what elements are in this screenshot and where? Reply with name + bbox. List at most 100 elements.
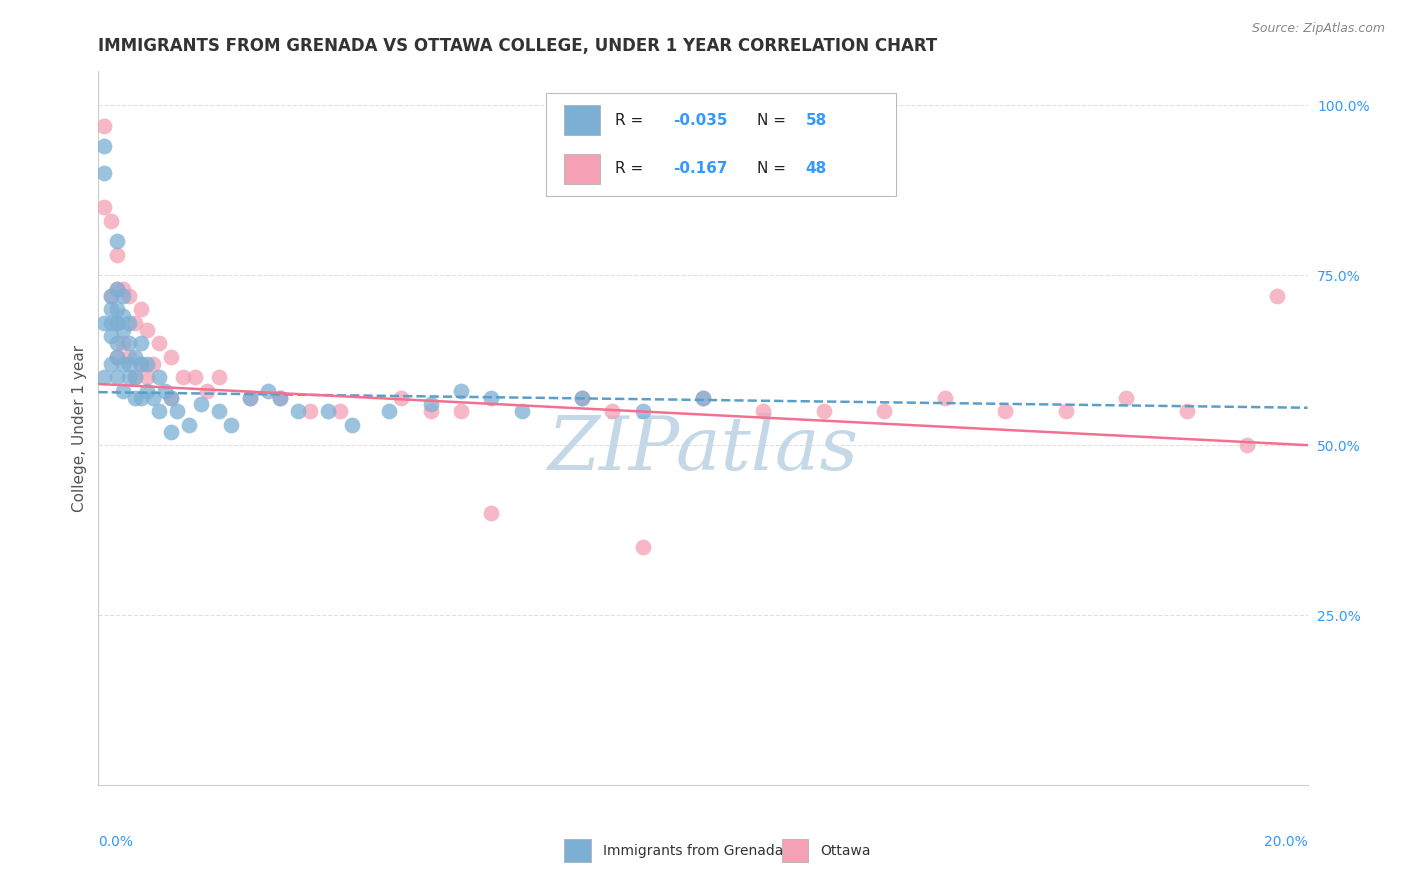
Point bbox=[142, 357, 165, 371]
Point bbox=[100, 288, 122, 302]
Text: R =: R = bbox=[614, 113, 648, 128]
Point bbox=[172, 370, 194, 384]
Point bbox=[377, 404, 399, 418]
Point bbox=[153, 384, 176, 398]
Text: 48: 48 bbox=[806, 161, 827, 176]
Point bbox=[129, 391, 152, 405]
Point bbox=[481, 506, 503, 520]
Point bbox=[510, 404, 533, 418]
Text: IMMIGRANTS FROM GRENADA VS OTTAWA COLLEGE, UNDER 1 YEAR CORRELATION CHART: IMMIGRANTS FROM GRENADA VS OTTAWA COLLEG… bbox=[98, 37, 938, 54]
Point bbox=[124, 316, 146, 330]
Point bbox=[105, 248, 128, 262]
Point bbox=[571, 391, 593, 405]
Point bbox=[631, 540, 654, 554]
Point bbox=[129, 336, 152, 351]
Point bbox=[105, 316, 128, 330]
Point bbox=[1175, 404, 1198, 418]
Point bbox=[111, 323, 134, 337]
Point bbox=[111, 336, 134, 351]
Text: 58: 58 bbox=[806, 113, 827, 128]
Point bbox=[100, 288, 122, 302]
Point bbox=[111, 309, 134, 323]
Text: N =: N = bbox=[758, 113, 792, 128]
Point bbox=[208, 404, 231, 418]
Point bbox=[1236, 438, 1258, 452]
Text: ZIPatlas: ZIPatlas bbox=[547, 413, 859, 486]
Point bbox=[129, 357, 152, 371]
Point bbox=[105, 316, 128, 330]
Text: -0.035: -0.035 bbox=[673, 113, 727, 128]
Point bbox=[481, 391, 503, 405]
Point bbox=[873, 404, 896, 418]
Point bbox=[105, 350, 128, 364]
Point bbox=[142, 391, 165, 405]
Point bbox=[316, 404, 339, 418]
Point bbox=[105, 234, 128, 248]
Text: 20.0%: 20.0% bbox=[1264, 835, 1308, 849]
Point bbox=[239, 391, 262, 405]
Point bbox=[239, 391, 262, 405]
FancyBboxPatch shape bbox=[546, 93, 897, 196]
Point bbox=[100, 329, 122, 343]
Point bbox=[135, 323, 157, 337]
Point bbox=[631, 404, 654, 418]
Point bbox=[160, 391, 183, 405]
Point bbox=[105, 370, 128, 384]
Point bbox=[118, 370, 141, 384]
Point bbox=[118, 288, 141, 302]
Point bbox=[420, 397, 443, 411]
Point bbox=[934, 391, 956, 405]
Point bbox=[111, 288, 134, 302]
Point bbox=[105, 282, 128, 296]
Point bbox=[129, 357, 152, 371]
Point bbox=[420, 404, 443, 418]
Text: R =: R = bbox=[614, 161, 648, 176]
Point bbox=[342, 417, 364, 432]
Text: Immigrants from Grenada: Immigrants from Grenada bbox=[603, 844, 783, 857]
Point bbox=[752, 404, 775, 418]
Point bbox=[100, 214, 122, 228]
Point bbox=[105, 282, 128, 296]
Point bbox=[148, 370, 170, 384]
FancyBboxPatch shape bbox=[564, 105, 600, 136]
Point bbox=[100, 302, 122, 317]
Point bbox=[160, 425, 183, 439]
Point bbox=[135, 370, 157, 384]
Point bbox=[692, 391, 714, 405]
Point bbox=[148, 404, 170, 418]
Point bbox=[299, 404, 322, 418]
Point bbox=[692, 391, 714, 405]
Point bbox=[100, 316, 122, 330]
Point bbox=[135, 357, 157, 371]
Point bbox=[105, 336, 128, 351]
Point bbox=[184, 370, 207, 384]
Text: Ottawa: Ottawa bbox=[820, 844, 870, 857]
Point bbox=[1267, 288, 1289, 302]
Point bbox=[118, 316, 141, 330]
FancyBboxPatch shape bbox=[564, 153, 600, 184]
Point bbox=[329, 404, 352, 418]
Point bbox=[93, 370, 115, 384]
Text: N =: N = bbox=[758, 161, 792, 176]
Point bbox=[124, 370, 146, 384]
Point bbox=[93, 119, 115, 133]
Point bbox=[135, 384, 157, 398]
Point bbox=[111, 384, 134, 398]
Point bbox=[450, 404, 472, 418]
Point bbox=[111, 357, 134, 371]
Point bbox=[111, 282, 134, 296]
Point bbox=[124, 391, 146, 405]
Point bbox=[179, 417, 201, 432]
Point bbox=[450, 384, 472, 398]
Point bbox=[1115, 391, 1137, 405]
Y-axis label: College, Under 1 year: College, Under 1 year bbox=[72, 344, 87, 512]
Point bbox=[100, 357, 122, 371]
Point bbox=[118, 350, 141, 364]
Point bbox=[602, 404, 624, 418]
Point bbox=[1054, 404, 1077, 418]
FancyBboxPatch shape bbox=[782, 839, 808, 862]
Point bbox=[190, 397, 212, 411]
Point bbox=[221, 417, 243, 432]
Point bbox=[118, 336, 141, 351]
Point bbox=[93, 200, 115, 214]
